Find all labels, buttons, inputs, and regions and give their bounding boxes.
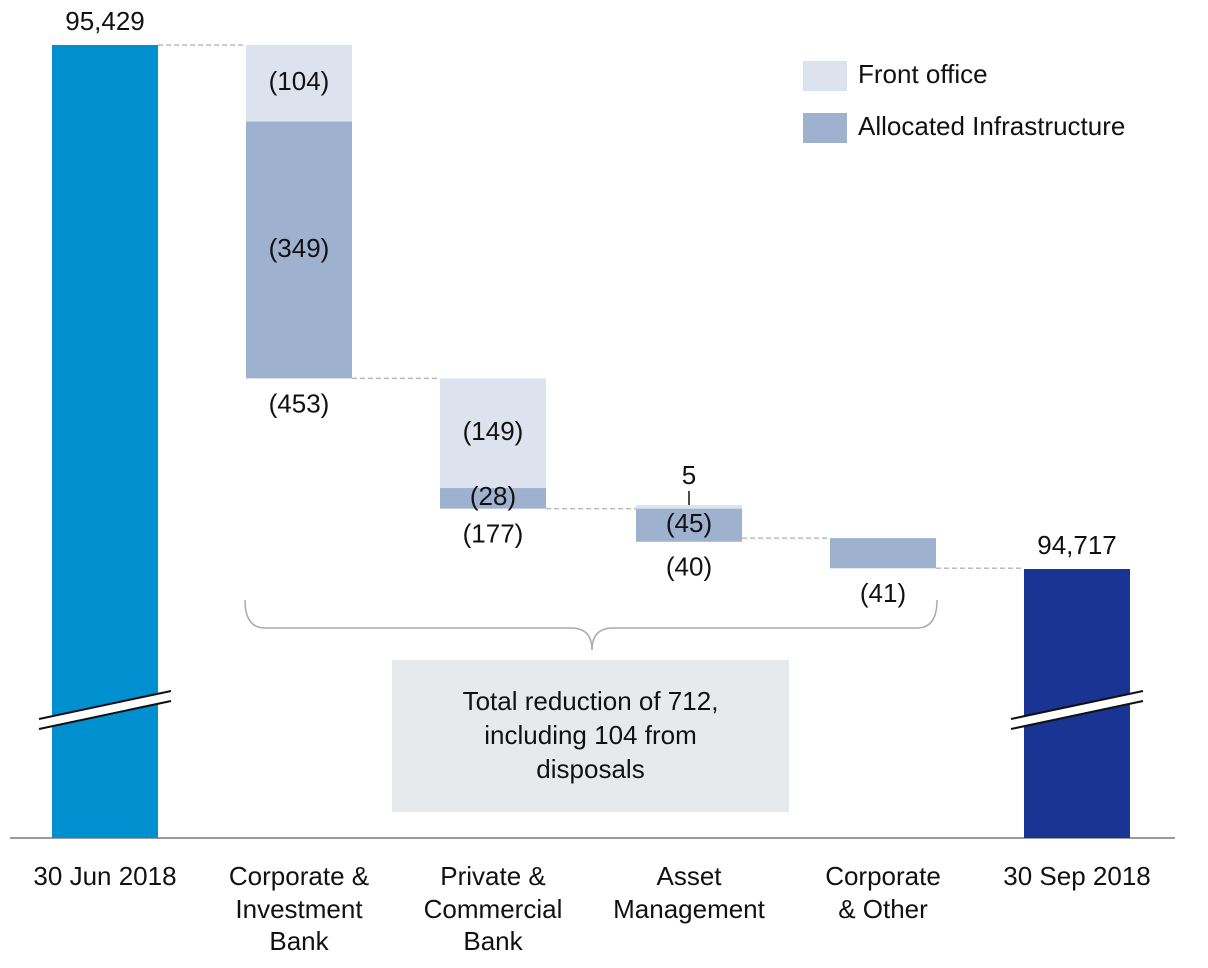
axis-break	[38, 700, 172, 730]
bar-segment	[246, 121, 352, 379]
axis-break	[1011, 691, 1143, 729]
value-label: (28)	[470, 481, 516, 511]
value-label: 95,429	[65, 6, 145, 36]
value-label: (104)	[269, 66, 330, 96]
bar-segment	[246, 45, 352, 122]
axis-break	[38, 690, 172, 720]
bar-segment	[636, 508, 742, 542]
x-tick-label: 30 Sep 2018	[1003, 861, 1151, 891]
axis-break	[1010, 690, 1144, 720]
legend-swatch	[803, 61, 847, 91]
bracket	[244, 599, 938, 651]
annotation: Total reduction of 712, including 104 fr…	[392, 660, 789, 812]
bar-segment	[636, 504, 742, 509]
x-tick-label: Asset Management	[613, 861, 765, 924]
axis-break	[39, 691, 171, 729]
bar-segment	[440, 488, 546, 509]
value-label: 5	[682, 460, 696, 490]
x-tick-label: 30 Jun 2018	[33, 861, 177, 891]
value-label: (349)	[269, 233, 330, 263]
value-label: 94,717	[1037, 530, 1117, 560]
x-tick-label: Private & Commercial Bank	[423, 861, 563, 956]
legend-label: Front office	[858, 59, 988, 89]
axis-break	[1010, 700, 1144, 730]
x-tick-label: Corporate & Other	[825, 861, 941, 924]
legend-swatch	[803, 113, 847, 143]
value-label: (149)	[463, 416, 524, 446]
total-label: (453)	[269, 388, 330, 418]
legend-label: Allocated Infrastructure	[858, 111, 1125, 141]
total-label: (177)	[463, 519, 524, 549]
bar-segment	[440, 378, 546, 489]
bar-segment	[830, 538, 936, 569]
x-tick-label: Corporate & Investment Bank	[228, 861, 370, 956]
value-label: (45)	[666, 508, 712, 538]
total-label: (41)	[860, 578, 906, 608]
total-label: (40)	[666, 552, 712, 582]
